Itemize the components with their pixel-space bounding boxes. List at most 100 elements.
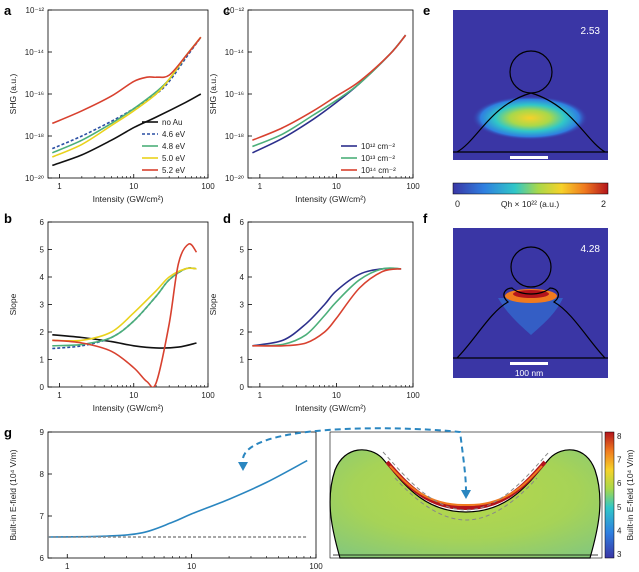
chart-d-ylabel: Slope xyxy=(208,293,218,315)
g-arrowhead-left xyxy=(238,462,248,471)
chart-b-ytick-label: 3 xyxy=(40,301,45,310)
colorbar-g-tick-label: 7 xyxy=(617,456,622,465)
chart-d-ytick-label: 4 xyxy=(240,273,245,282)
map-f-scalebar-label: 100 nm xyxy=(515,368,543,378)
chart-d-ytick-label: 0 xyxy=(240,383,245,392)
chart-g-series-e-field xyxy=(48,461,307,537)
chart-d-series-10-cm- xyxy=(252,268,401,346)
chart-c-xtick-label: 1 xyxy=(258,182,263,191)
chart-a-legend-label: no Au xyxy=(162,118,182,127)
chart-c-ylabel: SHG (a.u.) xyxy=(208,74,218,115)
chart-b: 1 10 100 0 1 2 3 4 5 6 Intensity (GW/cm²) Slope xyxy=(8,218,215,413)
chart-a-xlabel: Intensity (GW/cm²) xyxy=(93,194,164,204)
chart-b-ytick-label: 5 xyxy=(40,246,45,255)
chart-b-ytick-label: 4 xyxy=(40,273,45,282)
chart-c-series-10-cm- xyxy=(252,35,405,153)
chart-a-ytick-label: 10⁻¹² xyxy=(26,6,45,15)
colorbar-g-tick-label: 3 xyxy=(617,550,622,559)
chart-c-series-10-cm- xyxy=(252,35,405,140)
chart-a-frame xyxy=(48,10,208,178)
chart-c: 1 10 100 10⁻²⁰ 10⁻¹⁸ 10⁻¹⁶ 10⁻¹⁴ 10⁻¹² Intensity… xyxy=(208,6,420,204)
chart-a-xtick-label: 1 xyxy=(57,182,62,191)
colorbar-g-tick-label: 6 xyxy=(617,479,622,488)
chart-d-ytick-label: 3 xyxy=(240,301,245,310)
panel-letter-a: a xyxy=(4,3,12,18)
colorbar-g-label: Built-in E-field (10⁴ V/m) xyxy=(625,449,635,540)
chart-c-legend-label: 10¹³ cm⁻² xyxy=(361,154,395,163)
chart-c-legend-label: 10¹² cm⁻² xyxy=(361,142,395,151)
chart-a-legend-label: 5.0 eV xyxy=(162,154,186,163)
chart-b-xtick-label: 10 xyxy=(129,391,138,400)
map-e-value: 2.53 xyxy=(581,26,601,37)
map-e-scalebar-label: 100 nm xyxy=(515,162,543,172)
chart-d-xtick-label: 100 xyxy=(406,391,420,400)
chart-b-ytick-label: 6 xyxy=(40,218,45,227)
chart-a-series-5-2-ev xyxy=(52,37,201,123)
colorbar-g-bar xyxy=(605,432,614,558)
chart-g-ytick-label: 9 xyxy=(40,428,45,437)
chart-c-ytick-label: 10⁻²⁰ xyxy=(225,174,244,183)
chart-c-ytick-label: 10⁻¹² xyxy=(226,6,245,15)
map-f-value: 4.28 xyxy=(581,244,601,255)
colorbar-g-tick-label: 4 xyxy=(617,526,622,535)
panel-letter-b: b xyxy=(4,211,12,226)
chart-c-legend-label: 10¹⁴ cm⁻² xyxy=(361,166,396,175)
chart-g-xtick-label: 1 xyxy=(65,562,70,571)
colorbar-ef-label: Qh × 10²² (a.u.) xyxy=(501,199,560,209)
chart-d-ytick-label: 5 xyxy=(240,246,245,255)
chart-d-ytick-label: 1 xyxy=(240,356,245,365)
colorbar-g-tick-label: 8 xyxy=(617,432,622,441)
chart-a-ytick-label: 10⁻¹⁶ xyxy=(25,90,44,99)
figure: a b c d e f g 1 10 10010⁻²⁰10⁻¹⁸10⁻¹⁶10⁻¹⁴… xyxy=(0,0,639,572)
chart-c-xtick-label: 10 xyxy=(332,182,341,191)
chart-g-ytick-label: 8 xyxy=(40,470,45,479)
chart-g-ylabel: Built-in E-field (10⁴ V/m) xyxy=(8,449,18,540)
chart-g-ytick-label: 7 xyxy=(40,512,45,521)
chart-b-ytick-label: 2 xyxy=(40,328,45,337)
chart-a: 1 10 100 10⁻²⁰ 10⁻¹⁸ 10⁻¹⁶ 10⁻¹⁴ 10⁻¹² Intensity… xyxy=(8,6,215,204)
map-e-scalebar xyxy=(510,156,548,159)
chart-d-ytick-label: 6 xyxy=(240,218,245,227)
chart-b-series-5-2-ev xyxy=(52,244,196,388)
chart-c-ytick-label: 10⁻¹⁴ xyxy=(225,48,245,57)
chart-g-xtick-label: 10 xyxy=(187,562,196,571)
chart-d-xtick-label: 1 xyxy=(258,391,263,400)
panel-letter-e: e xyxy=(423,3,430,18)
chart-a-legend-label: 5.2 eV xyxy=(162,166,186,175)
panel-letter-d: d xyxy=(223,211,231,226)
chart-a-ytick-label: 10⁻¹⁴ xyxy=(25,48,45,57)
chart-a-legend-label: 4.6 eV xyxy=(162,130,186,139)
chart-a-xtick-label: 10 xyxy=(129,182,138,191)
chart-c-ytick-label: 10⁻¹⁶ xyxy=(225,90,244,99)
chart-a-ylabel: SHG (a.u.) xyxy=(8,74,18,115)
map-e-hotspot xyxy=(472,96,588,140)
chart-d: 1 10 1000123456Intensity (GW/cm²)Slope xyxy=(208,218,420,413)
map-f: 100 nm 4.28 xyxy=(453,228,608,378)
chart-c-xtick-label: 100 xyxy=(406,182,420,191)
panel-letter-f: f xyxy=(423,211,428,226)
colorbar-ef-min: 0 xyxy=(455,199,460,209)
map-f-scalebar xyxy=(510,362,548,365)
chart-b-xtick-label: 1 xyxy=(57,391,62,400)
chart-a-ytick-label: 10⁻²⁰ xyxy=(25,174,44,183)
chart-b-ytick-label: 1 xyxy=(40,356,45,365)
chart-c-frame xyxy=(248,10,413,178)
colorbar-ef-max: 2 xyxy=(601,199,606,209)
colorbar-g-tick-label: 5 xyxy=(617,503,622,512)
chart-b-xlabel: Intensity (GW/cm²) xyxy=(93,403,164,413)
chart-g: 1101006789Intensity (GW/cm²)Built-in E-f… xyxy=(8,428,323,572)
chart-a-ytick-label: 10⁻¹⁸ xyxy=(25,132,44,141)
chart-a-series-5-0-ev xyxy=(52,37,201,157)
chart-c-ytick-label: 10⁻¹⁸ xyxy=(225,132,244,141)
chart-d-frame xyxy=(248,222,413,387)
chart-d-xlabel: Intensity (GW/cm²) xyxy=(295,403,366,413)
chart-g-frame xyxy=(48,432,316,558)
chart-b-ylabel: Slope xyxy=(8,293,18,315)
chart-c-series-10-cm- xyxy=(252,35,405,146)
chart-b-xtick-label: 100 xyxy=(201,391,215,400)
chart-g-xtick-label: 100 xyxy=(309,562,323,571)
chart-c-xlabel: Intensity (GW/cm²) xyxy=(295,194,366,204)
chart-d-series-10-cm- xyxy=(252,269,401,346)
chart-d-xtick-label: 10 xyxy=(332,391,341,400)
chart-a-legend-label: 4.8 eV xyxy=(162,142,186,151)
